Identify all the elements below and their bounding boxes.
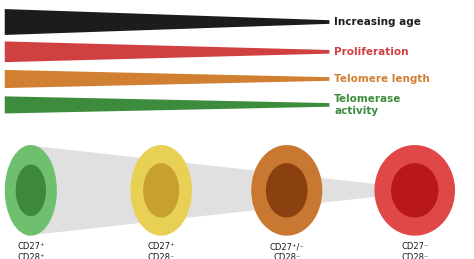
Polygon shape <box>26 145 415 236</box>
Ellipse shape <box>374 145 455 236</box>
Polygon shape <box>5 9 329 35</box>
Text: CD27⁻
CD28⁻
CD45RA⁺: CD27⁻ CD28⁻ CD45RA⁺ <box>395 242 434 259</box>
Ellipse shape <box>251 145 322 236</box>
Ellipse shape <box>143 163 179 218</box>
Text: CD27⁺
CD28⁻
CD45RA⁺: CD27⁺ CD28⁻ CD45RA⁺ <box>142 242 181 259</box>
Ellipse shape <box>5 145 57 236</box>
Text: Telomere length: Telomere length <box>334 74 430 84</box>
Ellipse shape <box>130 145 192 236</box>
Ellipse shape <box>16 164 46 216</box>
Polygon shape <box>5 70 329 88</box>
Ellipse shape <box>391 163 438 218</box>
Text: Telomerase
activity: Telomerase activity <box>334 94 401 116</box>
Ellipse shape <box>266 163 308 218</box>
Text: CD27⁺/⁻
CD28⁻
CD45RA⁻: CD27⁺/⁻ CD28⁻ CD45RA⁻ <box>267 242 306 259</box>
Polygon shape <box>5 96 329 113</box>
Text: CD27⁺
CD28⁺
CD45RA⁺: CD27⁺ CD28⁺ CD45RA⁺ <box>11 242 50 259</box>
Polygon shape <box>5 41 329 62</box>
Text: Proliferation: Proliferation <box>334 47 409 57</box>
Text: Increasing age: Increasing age <box>334 17 421 27</box>
